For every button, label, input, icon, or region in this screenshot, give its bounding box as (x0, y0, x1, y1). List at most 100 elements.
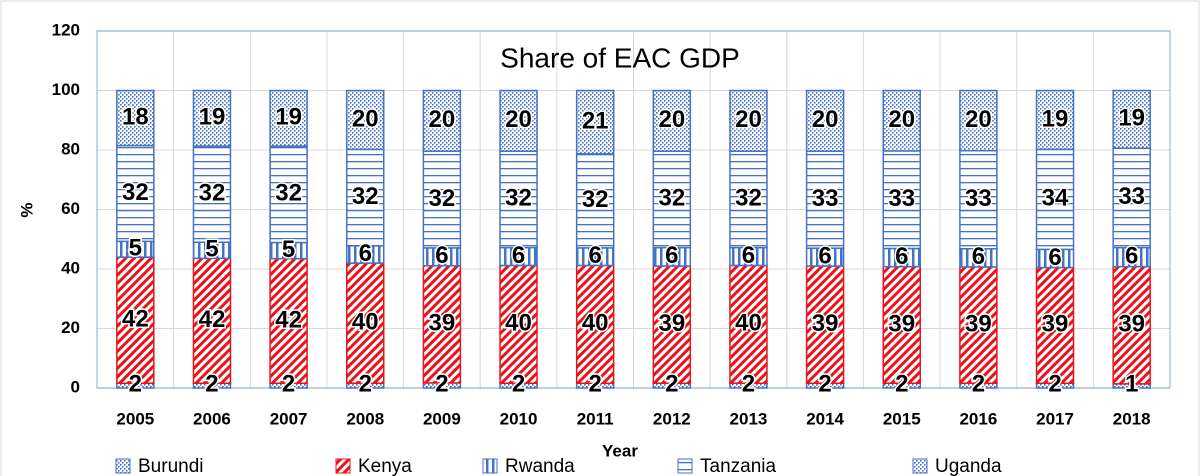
x-tick-label: 2007 (270, 409, 308, 428)
data-label: 2 (282, 370, 295, 397)
bar-segment (116, 144, 155, 243)
legend-swatch (115, 458, 131, 474)
data-label: 20 (888, 106, 915, 133)
chart-title: Share of EAC GDP (500, 42, 740, 73)
bar-segment (499, 89, 538, 152)
bar-segment (346, 89, 385, 151)
data-label: 39 (1118, 311, 1145, 338)
bar-segment (959, 149, 998, 250)
data-label: 19 (275, 104, 302, 131)
data-label: 32 (429, 185, 456, 212)
data-label: 6 (1125, 242, 1138, 269)
x-tick-label: 2017 (1036, 409, 1074, 428)
data-label: 19 (199, 104, 226, 131)
bar-segment (192, 89, 232, 147)
legend-swatch (335, 458, 351, 474)
bar-segment (192, 145, 232, 243)
bar-segment (269, 145, 308, 244)
data-label: 42 (275, 306, 302, 333)
bar-segment (575, 89, 615, 155)
bar-segment (1112, 89, 1151, 149)
data-label: 1 (1125, 370, 1138, 397)
legend-swatch (482, 458, 498, 474)
data-label: 2 (1048, 370, 1061, 397)
data-label: 2 (742, 370, 755, 397)
data-label: 2 (588, 370, 601, 397)
data-label: 40 (352, 308, 379, 335)
data-label: 2 (435, 370, 448, 397)
bar-segment (192, 257, 232, 384)
bar-segment (422, 264, 462, 384)
data-label: 32 (352, 183, 379, 210)
data-label: 39 (429, 310, 456, 337)
data-label: 5 (129, 235, 142, 262)
bar-segment (575, 153, 615, 249)
bar-segment (116, 89, 155, 147)
bar-segment (1035, 89, 1075, 151)
data-label: 33 (888, 185, 915, 212)
data-label: 6 (972, 243, 985, 270)
data-label: 42 (122, 306, 149, 333)
data-label: 34 (1042, 185, 1069, 212)
data-label: 32 (658, 185, 685, 212)
data-label: 6 (435, 242, 448, 269)
data-label: 2 (665, 370, 678, 397)
x-tick-label: 2008 (346, 409, 384, 428)
bar-segment (805, 150, 845, 249)
data-label: 39 (888, 310, 915, 337)
data-label: 32 (199, 180, 226, 207)
bar-segment (116, 256, 155, 384)
bar-segment (882, 150, 921, 250)
data-label: 6 (1048, 244, 1061, 271)
data-label: 6 (588, 242, 601, 269)
y-tick-label: 100 (52, 80, 80, 99)
data-label: 42 (199, 306, 226, 333)
data-label: 21 (582, 108, 609, 135)
x-tick-label: 2011 (577, 409, 614, 428)
x-tick-label: 2012 (653, 409, 691, 428)
y-tick-label: 60 (61, 199, 80, 218)
data-label: 6 (818, 242, 831, 269)
data-label: 20 (429, 106, 456, 133)
data-label: 6 (512, 242, 525, 269)
data-label: 33 (965, 185, 992, 212)
data-label: 32 (735, 185, 762, 212)
bar-segment (959, 89, 998, 152)
y-tick-label: 80 (61, 139, 80, 158)
bar-segment (269, 257, 308, 384)
bar-segment (729, 264, 768, 384)
y-axis-title: % (17, 202, 36, 217)
legend-swatch (912, 458, 928, 474)
x-tick-label: 2013 (730, 409, 768, 428)
data-label: 6 (359, 240, 372, 267)
bar-segment (959, 266, 998, 384)
x-tick-label: 2014 (806, 409, 844, 428)
data-label: 2 (129, 370, 142, 397)
data-label: 20 (505, 106, 532, 133)
bar-segment (652, 89, 692, 152)
data-label: 19 (1042, 105, 1069, 132)
bar-segment (882, 265, 921, 384)
bar-segment (499, 264, 538, 384)
x-tick-label: 2018 (1113, 409, 1151, 428)
data-label: 5 (282, 236, 295, 263)
bar-segment (346, 148, 385, 247)
data-label: 20 (812, 106, 839, 133)
data-label: 20 (965, 106, 992, 133)
data-label: 6 (742, 242, 755, 269)
bar-segment (729, 89, 768, 152)
x-axis-title: Year (602, 441, 638, 460)
y-tick-label: 0 (71, 377, 80, 396)
data-label: 39 (658, 310, 685, 337)
y-tick-label: 20 (61, 318, 80, 337)
bar-segment (1035, 266, 1075, 384)
data-label: 2 (818, 370, 831, 397)
data-label: 33 (812, 185, 839, 212)
bar-segment (729, 150, 768, 249)
x-tick-label: 2010 (500, 409, 538, 428)
data-label: 40 (505, 310, 532, 337)
legend-label: Kenya (358, 456, 412, 476)
data-label: 20 (658, 106, 685, 133)
